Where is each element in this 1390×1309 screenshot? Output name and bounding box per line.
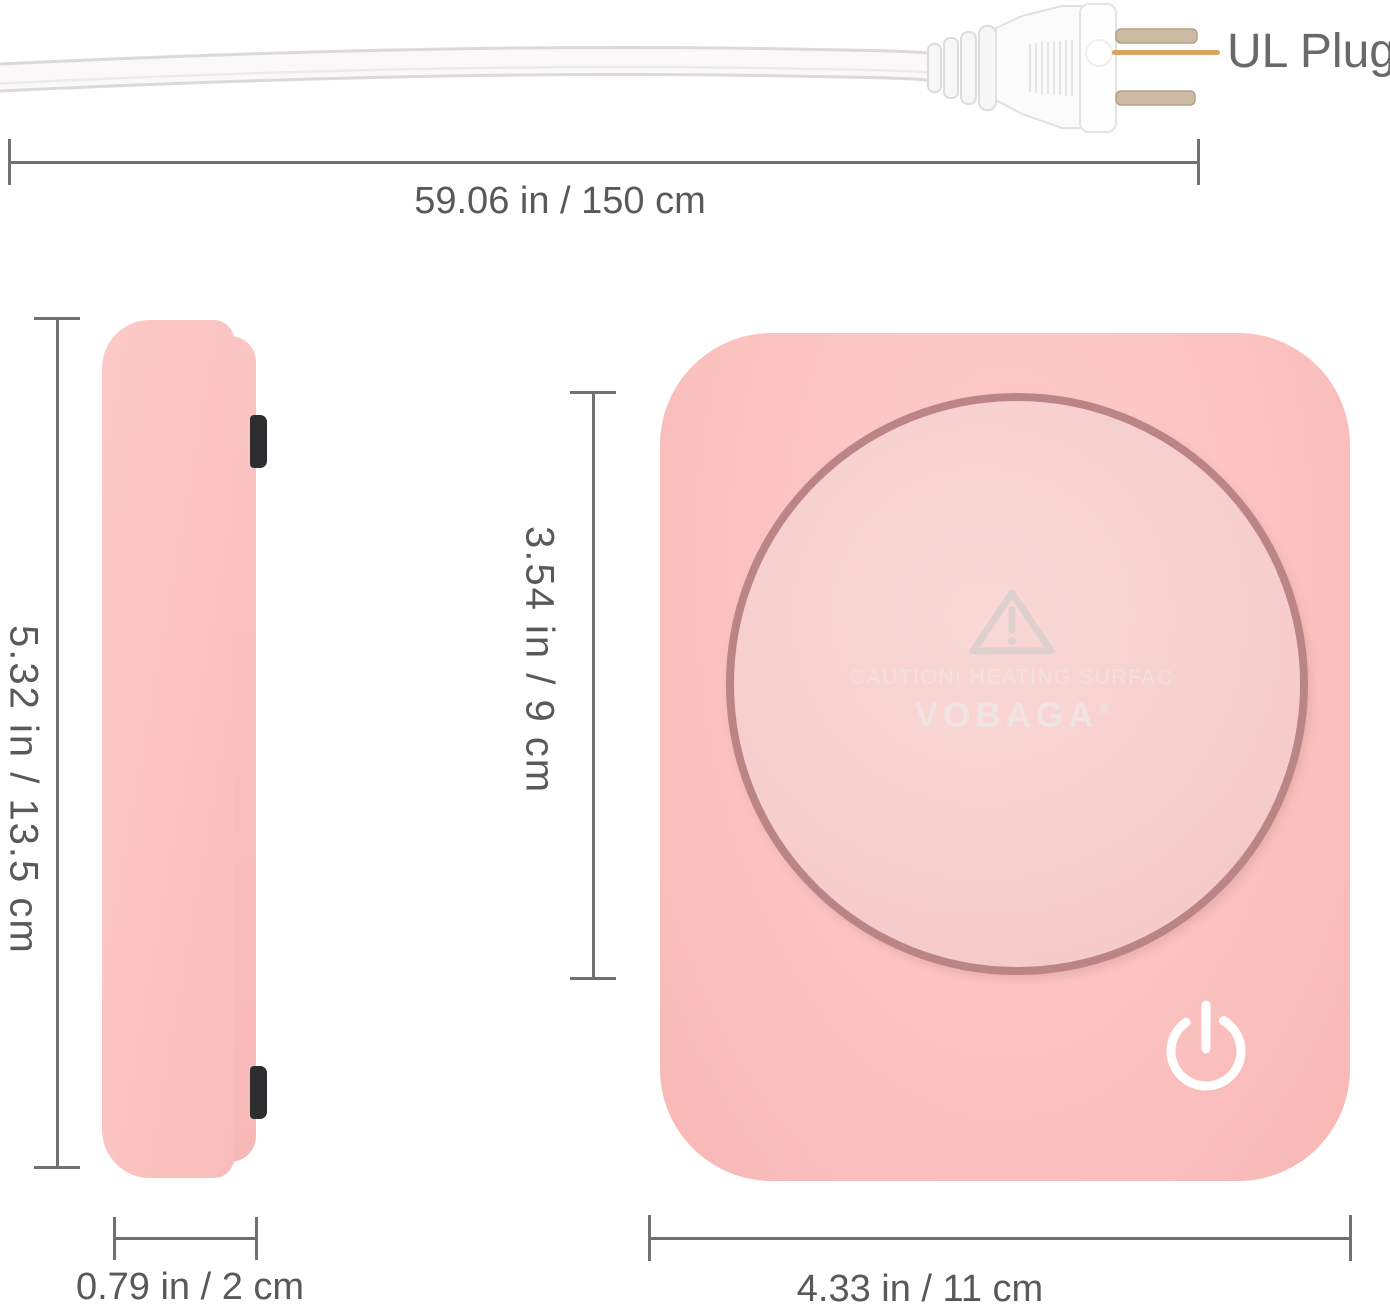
cord-length-dimension [8, 139, 1200, 185]
dimension-line [8, 160, 1200, 164]
plug-face-hole [1085, 39, 1113, 67]
dimension-tick [1349, 1215, 1352, 1261]
side-height-label: 5.32 in / 13.5 cm [1, 625, 46, 955]
plug-prong-bottom [1115, 90, 1196, 106]
power-icon [1166, 1000, 1246, 1091]
side-thickness-label: 0.79 in / 2 cm [75, 1266, 305, 1308]
plug-face [1079, 3, 1117, 133]
plate-diameter-label: 3.54 in / 9 cm [517, 525, 562, 795]
brand-name: VOBAGA [914, 696, 1099, 735]
rubber-foot-top [250, 415, 267, 468]
plug-prong-top [1115, 28, 1198, 44]
plate-diameter-dimension [570, 391, 616, 980]
heating-plate [726, 393, 1308, 975]
base-width-label: 4.33 in / 11 cm [796, 1268, 1044, 1309]
dimension-tick [255, 1217, 258, 1260]
caution-print: CAUTION! HEATING SURFACE [850, 666, 1175, 689]
dimension-line [55, 317, 59, 1169]
warning-triangle-icon [969, 589, 1055, 655]
side-view-body [102, 320, 234, 1178]
dimension-line [648, 1236, 1352, 1240]
cord-and-plug-graphic [0, 3, 1198, 133]
plug-label: UL Plug [1227, 25, 1390, 78]
plug-grip-ridges [1029, 40, 1073, 96]
dimension-line [591, 391, 595, 980]
dimension-tick [570, 977, 616, 980]
plug-strain-relief [927, 25, 997, 111]
cord-length-label: 59.06 in / 150 cm [414, 180, 706, 222]
plug-leader-line [1112, 50, 1220, 55]
power-cord [0, 45, 934, 93]
base-width-dimension [648, 1215, 1352, 1261]
dimension-tick [34, 1166, 80, 1169]
registered-trademark: ® [1098, 701, 1111, 719]
side-height-dimension [34, 317, 80, 1169]
side-thickness-dimension [113, 1217, 258, 1260]
dimension-line [113, 1237, 258, 1240]
dimension-tick [1197, 139, 1200, 185]
brand-print: VOBAGA® [850, 696, 1175, 736]
rubber-foot-bottom [250, 1066, 267, 1119]
power-plug [927, 3, 1198, 133]
